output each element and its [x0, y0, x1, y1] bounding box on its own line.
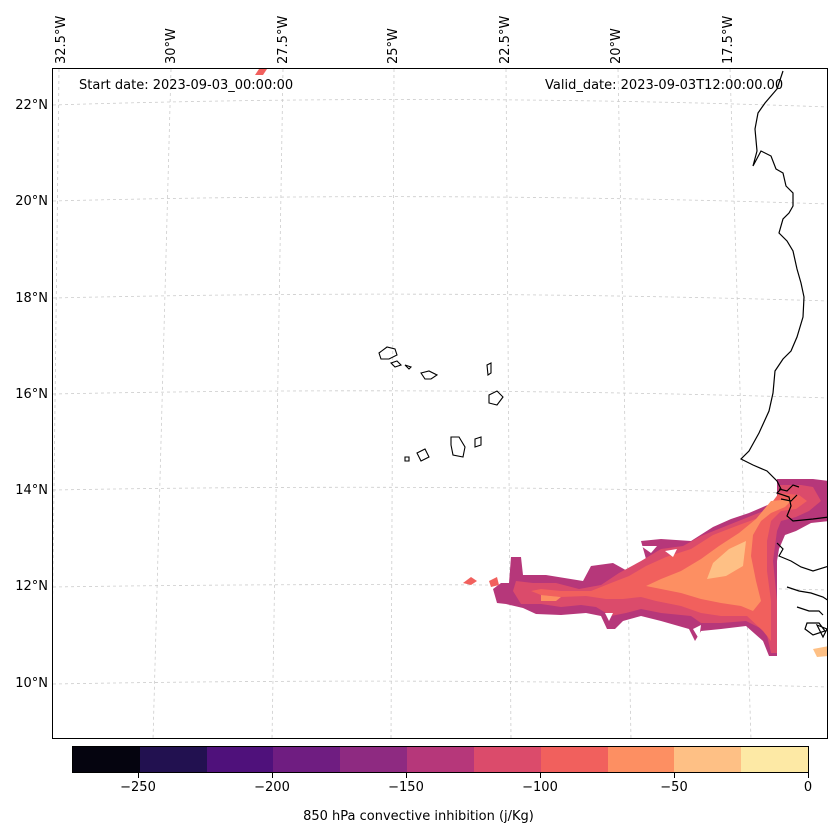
- colorbar-tick-label: −250: [120, 780, 156, 795]
- lon-label-27-5w: 27.5°W: [276, 15, 291, 64]
- lat-label-12n: 12°N: [15, 579, 48, 594]
- lat-label-22n: 22°N: [15, 98, 48, 113]
- colorbar-label: 850 hPa convective inhibition (j/Kg): [303, 809, 534, 824]
- lat-label-16n: 16°N: [15, 387, 48, 402]
- lon-label-32-5w: 32.5°W: [54, 15, 69, 64]
- cape-verde-islands: [378, 346, 504, 462]
- colorbar-tick-label: −100: [522, 780, 558, 795]
- colorbar-tick: [540, 773, 541, 778]
- colorbar-segment: [407, 747, 474, 772]
- cin-contour-plume: [463, 479, 827, 657]
- lat-label-14n: 14°N: [15, 483, 48, 498]
- coastline-guinea-bissau: [776, 542, 827, 639]
- colorbar-tick-label: −150: [388, 780, 424, 795]
- lon-label-22-5w: 22.5°W: [498, 15, 513, 64]
- colorbar-tick-label: −200: [254, 780, 290, 795]
- colorbar-segment: [206, 747, 274, 772]
- gridlines: [53, 69, 827, 738]
- map-panel: [52, 68, 828, 739]
- lon-label-30w: 30°W: [164, 28, 179, 64]
- colorbar-segment: [340, 747, 408, 772]
- colorbar-segment: [73, 747, 140, 772]
- colorbar-segment: [674, 747, 742, 772]
- colorbar-segment: [139, 747, 207, 772]
- cin-contour-top: [255, 69, 267, 75]
- colorbar-segment: [607, 747, 675, 772]
- coastline-west-africa: [739, 70, 827, 522]
- start-date-label: Start date: 2023-09-03_00:00:00: [79, 78, 294, 93]
- lat-label-10n: 10°N: [15, 676, 48, 691]
- colorbar-tick: [272, 773, 273, 778]
- colorbar-segment: [741, 747, 808, 772]
- lon-label-25w: 25°W: [386, 28, 401, 64]
- lat-label-18n: 18°N: [15, 291, 48, 306]
- colorbar-tick: [406, 773, 407, 778]
- colorbar: [72, 746, 809, 773]
- lat-label-20n: 20°N: [15, 194, 48, 209]
- colorbar-tick: [674, 773, 675, 778]
- colorbar-tick: [138, 773, 139, 778]
- lon-label-20w: 20°W: [609, 28, 624, 64]
- valid-date-label: Valid_date: 2023-09-03T12:00:00.00: [545, 78, 784, 93]
- map-canvas: [53, 69, 827, 738]
- coastline-senegal-inlet: [778, 484, 800, 502]
- colorbar-segment: [540, 747, 608, 772]
- lon-label-17-5w: 17.5°W: [721, 15, 736, 64]
- colorbar-segment: [473, 747, 541, 772]
- colorbar-tick: [808, 773, 809, 778]
- colorbar-segment: [273, 747, 341, 772]
- colorbar-tick-label: −50: [660, 780, 688, 795]
- colorbar-tick-label: 0: [803, 780, 813, 795]
